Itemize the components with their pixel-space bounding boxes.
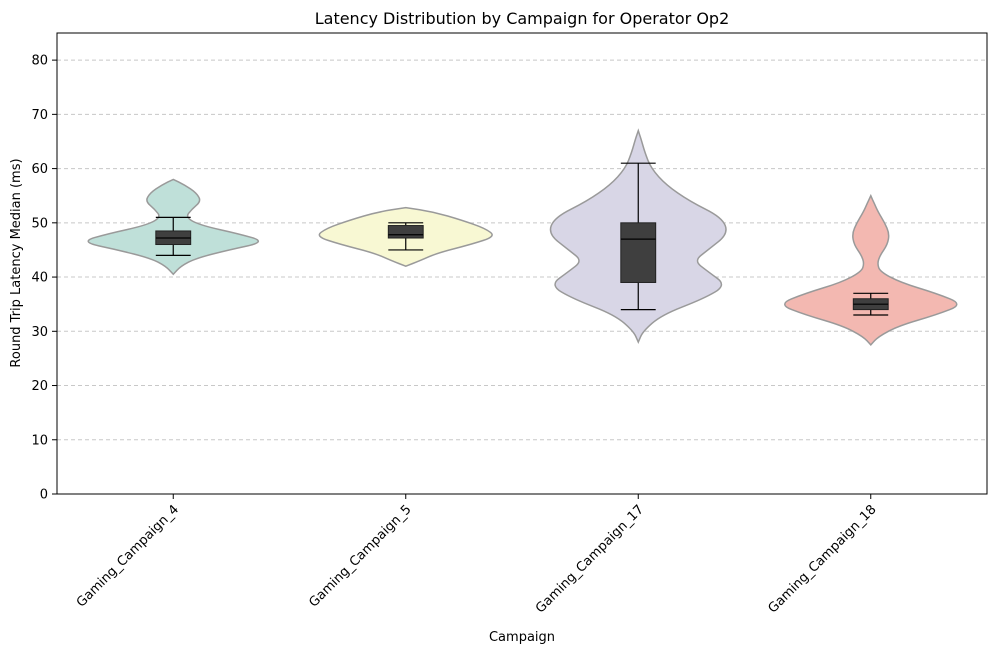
x-tick-label: Gaming_Campaign_17	[533, 502, 647, 616]
x-tick-label: Gaming_Campaign_18	[765, 502, 879, 616]
y-tick-label: 60	[31, 162, 48, 177]
y-tick-label: 80	[31, 54, 48, 69]
y-axis-label: Round Trip Latency Median (ms)	[9, 158, 24, 367]
iqr-box	[387, 225, 424, 239]
y-tick-label: 50	[31, 216, 48, 231]
iqr-box	[620, 222, 657, 283]
y-axis-ticks: 0 10 20 30 40 50 60 70 80	[31, 54, 57, 503]
y-tick-label: 40	[31, 271, 48, 286]
x-axis-ticks: Gaming_Campaign_4 Gaming_Campaign_5 Gaming…	[74, 494, 880, 616]
x-axis-label: Campaign	[489, 630, 555, 645]
violin-Gaming_Campaign_18	[784, 193, 958, 347]
plot-frame	[56, 32, 988, 495]
boxplots	[155, 162, 889, 316]
x-tick-label: Gaming_Campaign_4	[74, 502, 182, 610]
violins	[87, 128, 958, 347]
y-tick-label: 0	[40, 488, 48, 503]
x-tick-label: Gaming_Campaign_5	[306, 502, 414, 610]
chart-title: Latency Distribution by Campaign for Ope…	[315, 9, 730, 28]
y-tick-label: 10	[31, 433, 48, 448]
y-tick-label: 20	[31, 379, 48, 394]
y-tick-label: 30	[31, 325, 48, 340]
gridlines	[57, 59, 987, 441]
y-tick-label: 70	[31, 108, 48, 123]
